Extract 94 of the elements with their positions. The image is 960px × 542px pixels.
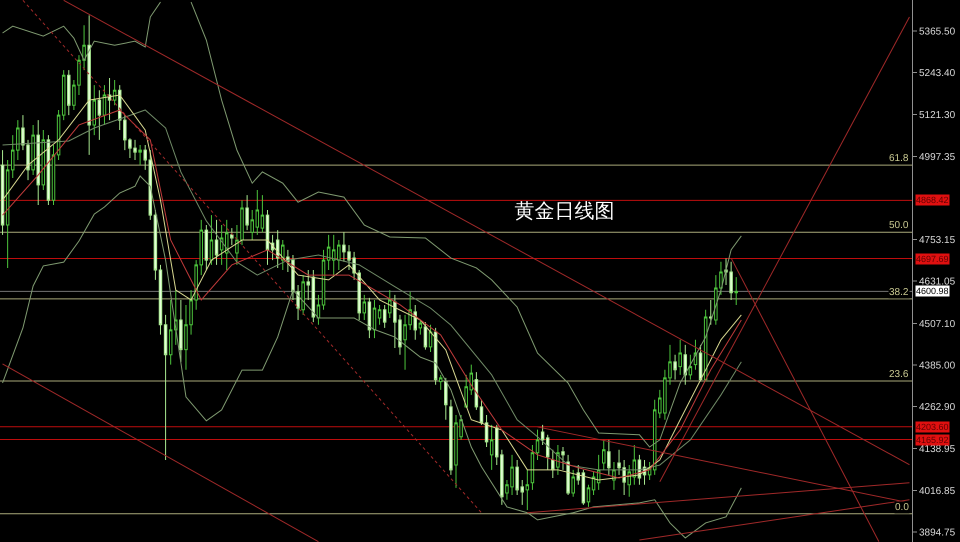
candlestick	[230, 228, 234, 246]
candlestick	[36, 120, 40, 206]
line-series	[190, 2, 742, 448]
candlestick	[92, 84, 96, 136]
text: 黄金日线图	[514, 198, 614, 222]
candlestick	[102, 84, 106, 126]
y-tick-label: 4138.95	[919, 444, 956, 456]
y-tick-label: 4016.85	[919, 486, 956, 497]
candlestick	[561, 446, 565, 470]
candlestick	[368, 297, 372, 339]
candlestick	[31, 124, 35, 176]
ref-line-label: 4203.60	[916, 422, 949, 432]
candlestick	[586, 484, 590, 508]
y-tick-label: 4631.05	[919, 276, 956, 288]
candlestick	[362, 294, 366, 321]
candlestick	[684, 344, 688, 386]
candlestick	[490, 424, 494, 470]
annotation: 23.6	[889, 369, 909, 380]
line-series	[2, 2, 161, 61]
candlestick	[378, 304, 382, 326]
ref-line-label: 4165.92	[916, 435, 949, 445]
candlestick	[138, 144, 142, 166]
ref-line-label: 4600.98	[916, 286, 949, 296]
candlestick	[418, 320, 422, 336]
candlestick	[87, 14, 91, 156]
candlestick	[536, 429, 540, 460]
candlestick	[505, 480, 509, 500]
candlestick	[678, 339, 682, 376]
y-tick-label: 5243.40	[919, 68, 956, 80]
candlestick	[372, 299, 376, 339]
candlestick	[449, 399, 453, 476]
candlestick	[133, 139, 137, 161]
candlestick	[240, 200, 244, 246]
candlestick	[709, 299, 712, 326]
annotation: 38.2	[889, 287, 909, 298]
candlestick	[566, 454, 570, 496]
candlestick	[316, 294, 320, 326]
candlestick	[434, 327, 438, 386]
candlestick	[484, 414, 488, 448]
y-tick-label: 4507.10	[919, 318, 956, 330]
candlestick	[382, 304, 386, 328]
candlestick	[551, 449, 555, 478]
candlestick	[673, 354, 677, 380]
candlestick	[235, 224, 239, 266]
candlestick	[688, 354, 692, 380]
candlestick	[526, 469, 530, 510]
candlestick	[214, 219, 218, 266]
candlestick	[342, 232, 346, 262]
candlestick	[698, 344, 702, 382]
candlestick	[444, 377, 448, 420]
candlestick	[388, 290, 392, 318]
y-tick-label: 4262.90	[919, 402, 956, 414]
candlestick	[108, 77, 112, 121]
y-tick-label: 5365.50	[919, 26, 956, 38]
candlestick	[602, 439, 606, 470]
candlestick	[571, 469, 575, 498]
candlestick	[607, 439, 611, 476]
candlestick	[82, 24, 86, 71]
candlestick	[530, 444, 534, 490]
candlestick	[164, 314, 168, 460]
y-tick-label: 5121.30	[919, 110, 956, 121]
candlestick	[438, 374, 442, 390]
candlestick	[67, 70, 71, 116]
ref-line-label: 4868.42	[916, 195, 949, 205]
candlestick	[296, 284, 300, 321]
candlestick	[179, 299, 183, 362]
candlestick	[424, 322, 428, 350]
ref-line-label: 4697.69	[916, 254, 949, 264]
candlestick	[694, 339, 698, 370]
candlestick	[0, 150, 4, 236]
candlestick	[42, 130, 46, 190]
candlestick	[245, 194, 249, 231]
candlestick	[357, 269, 361, 321]
candlestick	[210, 214, 214, 266]
candlestick	[428, 324, 432, 353]
annotation: 0.0	[895, 502, 910, 513]
candlestick	[266, 210, 270, 266]
candlestick	[301, 274, 305, 316]
y-tick-label: 4753.15	[919, 235, 956, 246]
candlestick	[21, 114, 25, 151]
candlestick	[734, 276, 738, 306]
candlestick	[112, 80, 116, 106]
y-tick-label: 4997.35	[919, 152, 956, 163]
annotation: 61.8	[889, 153, 909, 164]
annotation: 50.0	[889, 220, 909, 231]
candlestick	[184, 304, 188, 370]
candlestick	[46, 134, 50, 206]
candlestick	[98, 90, 102, 140]
candlestick	[510, 454, 514, 496]
y-tick-label: 4385.00	[919, 360, 956, 372]
candlestick	[26, 139, 30, 181]
candlestick	[204, 224, 208, 270]
y-tick-label: 3894.75	[919, 527, 956, 538]
line-series	[2, 176, 742, 538]
